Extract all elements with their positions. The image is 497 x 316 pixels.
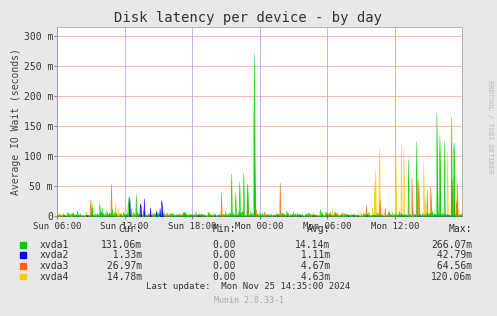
Text: 0.00: 0.00: [213, 271, 236, 282]
Text: xvda4: xvda4: [40, 271, 69, 282]
Text: 14.78m: 14.78m: [100, 271, 142, 282]
Text: Cur:: Cur:: [118, 224, 142, 234]
Text: 131.06m: 131.06m: [100, 240, 142, 250]
Text: Munin 2.0.33-1: Munin 2.0.33-1: [214, 296, 283, 305]
Text: 1.33m: 1.33m: [100, 250, 142, 260]
Text: 4.63m: 4.63m: [295, 271, 331, 282]
Y-axis label: Average IO Wait (seconds): Average IO Wait (seconds): [11, 48, 21, 195]
Text: 266.07m: 266.07m: [431, 240, 472, 250]
Text: xvda3: xvda3: [40, 261, 69, 271]
Text: 64.56m: 64.56m: [431, 261, 472, 271]
Text: 14.14m: 14.14m: [295, 240, 331, 250]
Text: 120.06m: 120.06m: [431, 271, 472, 282]
Text: 0.00: 0.00: [213, 240, 236, 250]
Text: Min:: Min:: [213, 224, 236, 234]
Text: Disk latency per device - by day: Disk latency per device - by day: [114, 11, 383, 25]
Text: Avg:: Avg:: [307, 224, 331, 234]
Text: 1.11m: 1.11m: [295, 250, 331, 260]
Text: Last update:  Mon Nov 25 14:35:00 2024: Last update: Mon Nov 25 14:35:00 2024: [147, 282, 350, 291]
Text: xvda2: xvda2: [40, 250, 69, 260]
Text: 26.97m: 26.97m: [100, 261, 142, 271]
Text: 4.67m: 4.67m: [295, 261, 331, 271]
Text: 0.00: 0.00: [213, 261, 236, 271]
Text: 42.79m: 42.79m: [431, 250, 472, 260]
Text: 0.00: 0.00: [213, 250, 236, 260]
Text: xvda1: xvda1: [40, 240, 69, 250]
Text: RRDTOOL / TOBI OETIKER: RRDTOOL / TOBI OETIKER: [487, 80, 493, 173]
Text: Max:: Max:: [449, 224, 472, 234]
